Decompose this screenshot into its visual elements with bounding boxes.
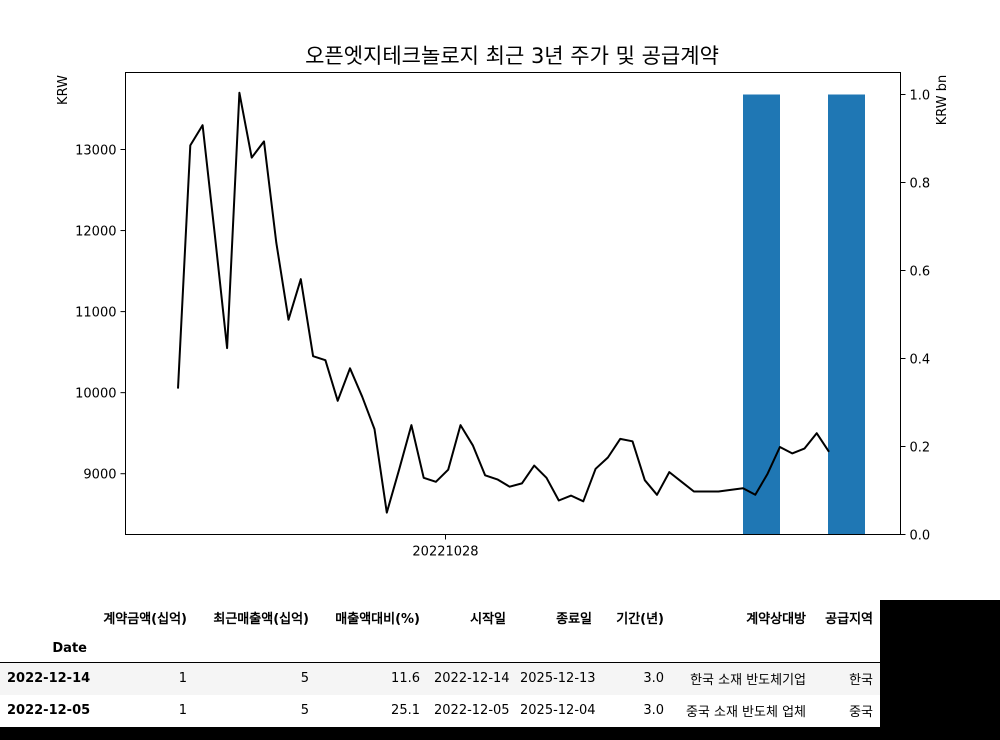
table-cell: 3.0 [643,671,664,687]
table-cell: 중국 소재 반도체 업체 [685,705,806,720]
left-tick-label: 12000 [75,225,116,240]
right-tick-label: 1.0 [910,89,931,104]
table-cell: 한국 [849,673,873,689]
contract-bars [743,94,865,535]
table-cell: 1 [178,671,187,687]
right-tick-label: 0.2 [910,441,931,456]
right-tick-label: 0.4 [910,353,931,368]
left-tick-label: 11000 [75,306,116,321]
table-cell: 5 [300,703,309,718]
row-date: 2022-12-05 [7,703,91,718]
table-cell: 2025-12-04 [520,703,596,718]
table-header-cell: 공급지역 [825,611,873,627]
chart-title: 오픈엣지테크놀로지 최근 3년 주가 및 공급계약 [305,44,719,68]
stock-price-contract-chart: 오픈엣지테크놀로지 최근 3년 주가 및 공급계약 KRW KRW bn 900… [56,44,950,560]
table-index-name: Date [0,634,94,663]
table-header-cell: 기간(년) [616,611,664,627]
table-cell: 25.1 [391,703,420,718]
right-axis-label: KRW bn [935,75,950,126]
table-header-cell: 계약금액(십억) [103,611,187,627]
contract-table: 계약금액(십억) 최근매출액(십억) 매출액대비(%) 시작일 종료일 기간(년… [0,600,880,727]
plot-frame [125,72,901,535]
table-header-row: 계약금액(십억) 최근매출액(십억) 매출액대비(%) 시작일 종료일 기간(년… [0,600,880,634]
x-axis-ticks: 20221028 [412,534,479,560]
table-cell: 3.0 [643,703,664,718]
x-tick-label: 20221028 [412,545,478,560]
table-cell: 1 [178,703,187,718]
table-cell: 2022-12-14 [434,671,510,687]
right-axis-ticks: 0.0 0.2 0.4 0.6 0.8 1.0 [900,89,931,544]
left-tick-label: 9000 [83,468,116,483]
price-line [177,91,830,514]
table-cell: 5 [300,671,309,687]
row-date: 2022-12-14 [7,671,91,687]
right-tick-label: 0.8 [910,177,931,192]
contract-table-area: 계약금액(십억) 최근매출액(십억) 매출액대비(%) 시작일 종료일 기간(년… [0,600,1000,740]
table-cell: 2022-12-05 [434,703,510,718]
table-header-cell: 계약상대방 [746,611,806,627]
table-row: 2022-12-05 1 5 25.1 2022-12-05 2025-12-0… [0,695,880,727]
table-cell: 11.6 [391,671,420,687]
right-tick-label: 0.6 [910,265,931,280]
table-header-cell: 매출액대비(%) [335,611,420,627]
right-tick-label: 0.0 [910,529,931,544]
table-cell: 한국 소재 반도체기업 [690,673,806,689]
left-axis-label: KRW [56,75,71,105]
contract-bar [743,94,780,535]
table-index-row: Date [0,634,880,663]
table-cell: 2025-12-13 [520,671,596,687]
left-tick-label: 13000 [75,144,116,159]
table-cell: 중국 [849,705,873,720]
table-header-cell: 시작일 [470,611,506,627]
table-header-cell: 최근매출액(십억) [213,611,309,627]
table-row: 2022-12-14 1 5 11.6 2022-12-14 2025-12-1… [0,662,880,695]
left-axis-ticks: 9000 10000 11000 12000 13000 [75,144,126,483]
table-header-cell: 종료일 [556,611,592,627]
left-tick-label: 10000 [75,387,116,402]
table-header-blank [0,600,94,634]
contract-bar [828,94,865,535]
price-line-layer [177,91,830,514]
